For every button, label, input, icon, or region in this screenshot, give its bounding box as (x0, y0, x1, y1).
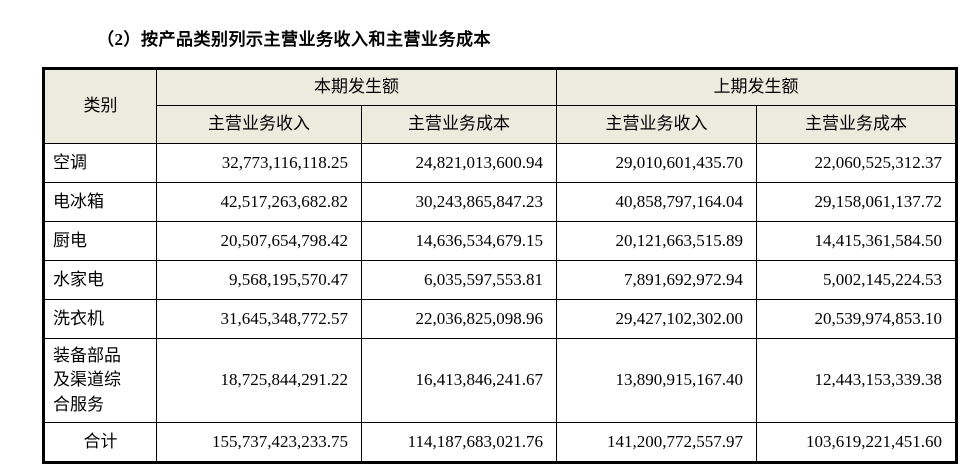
cell-prior-cost: 20,539,974,853.10 (756, 299, 957, 339)
cell-current-cost: 16,413,846,241.67 (361, 338, 557, 423)
cell-current-revenue: 18,725,844,291.22 (156, 338, 362, 423)
header-current-period: 本期发生额 (156, 68, 557, 106)
cell-current-revenue: 42,517,263,682.82 (156, 182, 362, 222)
cell-current-cost-total: 114,187,683,021.76 (361, 422, 557, 463)
cell-category: 厨电 (43, 221, 157, 261)
cell-prior-revenue: 20,121,663,515.89 (556, 221, 757, 261)
cell-prior-cost: 29,158,061,137.72 (756, 182, 957, 222)
table-row: 水家电 9,568,195,570.47 6,035,597,553.81 7,… (43, 260, 957, 300)
cell-current-revenue-total: 155,737,423,233.75 (156, 422, 362, 463)
cell-prior-revenue: 29,010,601,435.70 (556, 143, 757, 183)
table-row: 电冰箱 42,517,263,682.82 30,243,865,847.23 … (43, 182, 957, 222)
cell-current-revenue: 20,507,654,798.42 (156, 221, 362, 261)
table-row: 厨电 20,507,654,798.42 14,636,534,679.15 2… (43, 221, 957, 261)
header-row-measures: 主营业务收入 主营业务成本 主营业务收入 主营业务成本 (44, 105, 957, 144)
cell-category: 洗衣机 (43, 299, 157, 339)
header-prior-period: 上期发生额 (556, 68, 957, 106)
cell-prior-revenue: 29,427,102,302.00 (556, 299, 757, 339)
header-current-cost: 主营业务成本 (361, 105, 557, 144)
cell-prior-revenue: 7,891,692,972.94 (556, 260, 757, 300)
cell-current-revenue: 9,568,195,570.47 (156, 260, 362, 300)
cell-prior-revenue-total: 141,200,772,557.97 (556, 422, 757, 463)
cell-current-cost: 30,243,865,847.23 (361, 182, 557, 222)
table-header: 类别 本期发生额 上期发生额 主营业务收入 主营业务成本 主营业务收入 主营业务… (43, 68, 957, 144)
cell-current-cost: 14,636,534,679.15 (361, 221, 557, 261)
cell-prior-revenue: 13,890,915,167.40 (556, 338, 757, 423)
cell-category-total: 合计 (43, 422, 157, 463)
cell-category: 电冰箱 (43, 182, 157, 222)
header-category: 类别 (43, 68, 157, 144)
product-revenue-cost-table: 类别 本期发生额 上期发生额 主营业务收入 主营业务成本 主营业务收入 主营业务… (42, 67, 958, 464)
cell-category: 装备部品及渠道综合服务 (43, 338, 157, 423)
cell-prior-revenue: 40,858,797,164.04 (556, 182, 757, 222)
page-title: （2）按产品类别列示主营业务收入和主营业务成本 (97, 30, 491, 49)
header-prior-revenue: 主营业务收入 (556, 105, 757, 144)
header-current-revenue: 主营业务收入 (156, 105, 362, 144)
cell-category: 空调 (43, 143, 157, 183)
table-row: 空调 32,773,116,118.25 24,821,013,600.94 2… (43, 143, 957, 183)
cell-prior-cost: 12,443,153,339.38 (756, 338, 957, 423)
header-row-periods: 类别 本期发生额 上期发生额 (43, 68, 957, 144)
cell-current-cost: 24,821,013,600.94 (361, 143, 557, 183)
cell-prior-cost: 22,060,525,312.37 (756, 143, 957, 183)
table-row: 洗衣机 31,645,348,772.57 22,036,825,098.96 … (43, 299, 957, 339)
cell-category: 水家电 (43, 260, 157, 300)
table-row: 装备部品及渠道综合服务 18,725,844,291.22 16,413,846… (43, 338, 957, 423)
cell-prior-cost: 5,002,145,224.53 (756, 260, 957, 300)
cell-current-revenue: 32,773,116,118.25 (156, 143, 362, 183)
cell-current-cost: 22,036,825,098.96 (361, 299, 557, 339)
cell-current-cost: 6,035,597,553.81 (361, 260, 557, 300)
total-row: 合计 155,737,423,233.75 114,187,683,021.76… (43, 422, 957, 463)
table-body: 空调 32,773,116,118.25 24,821,013,600.94 2… (43, 143, 957, 463)
cell-prior-cost: 14,415,361,584.50 (756, 221, 957, 261)
cell-current-revenue: 31,645,348,772.57 (156, 299, 362, 339)
cell-prior-cost-total: 103,619,221,451.60 (756, 422, 957, 463)
header-prior-cost: 主营业务成本 (756, 105, 957, 144)
